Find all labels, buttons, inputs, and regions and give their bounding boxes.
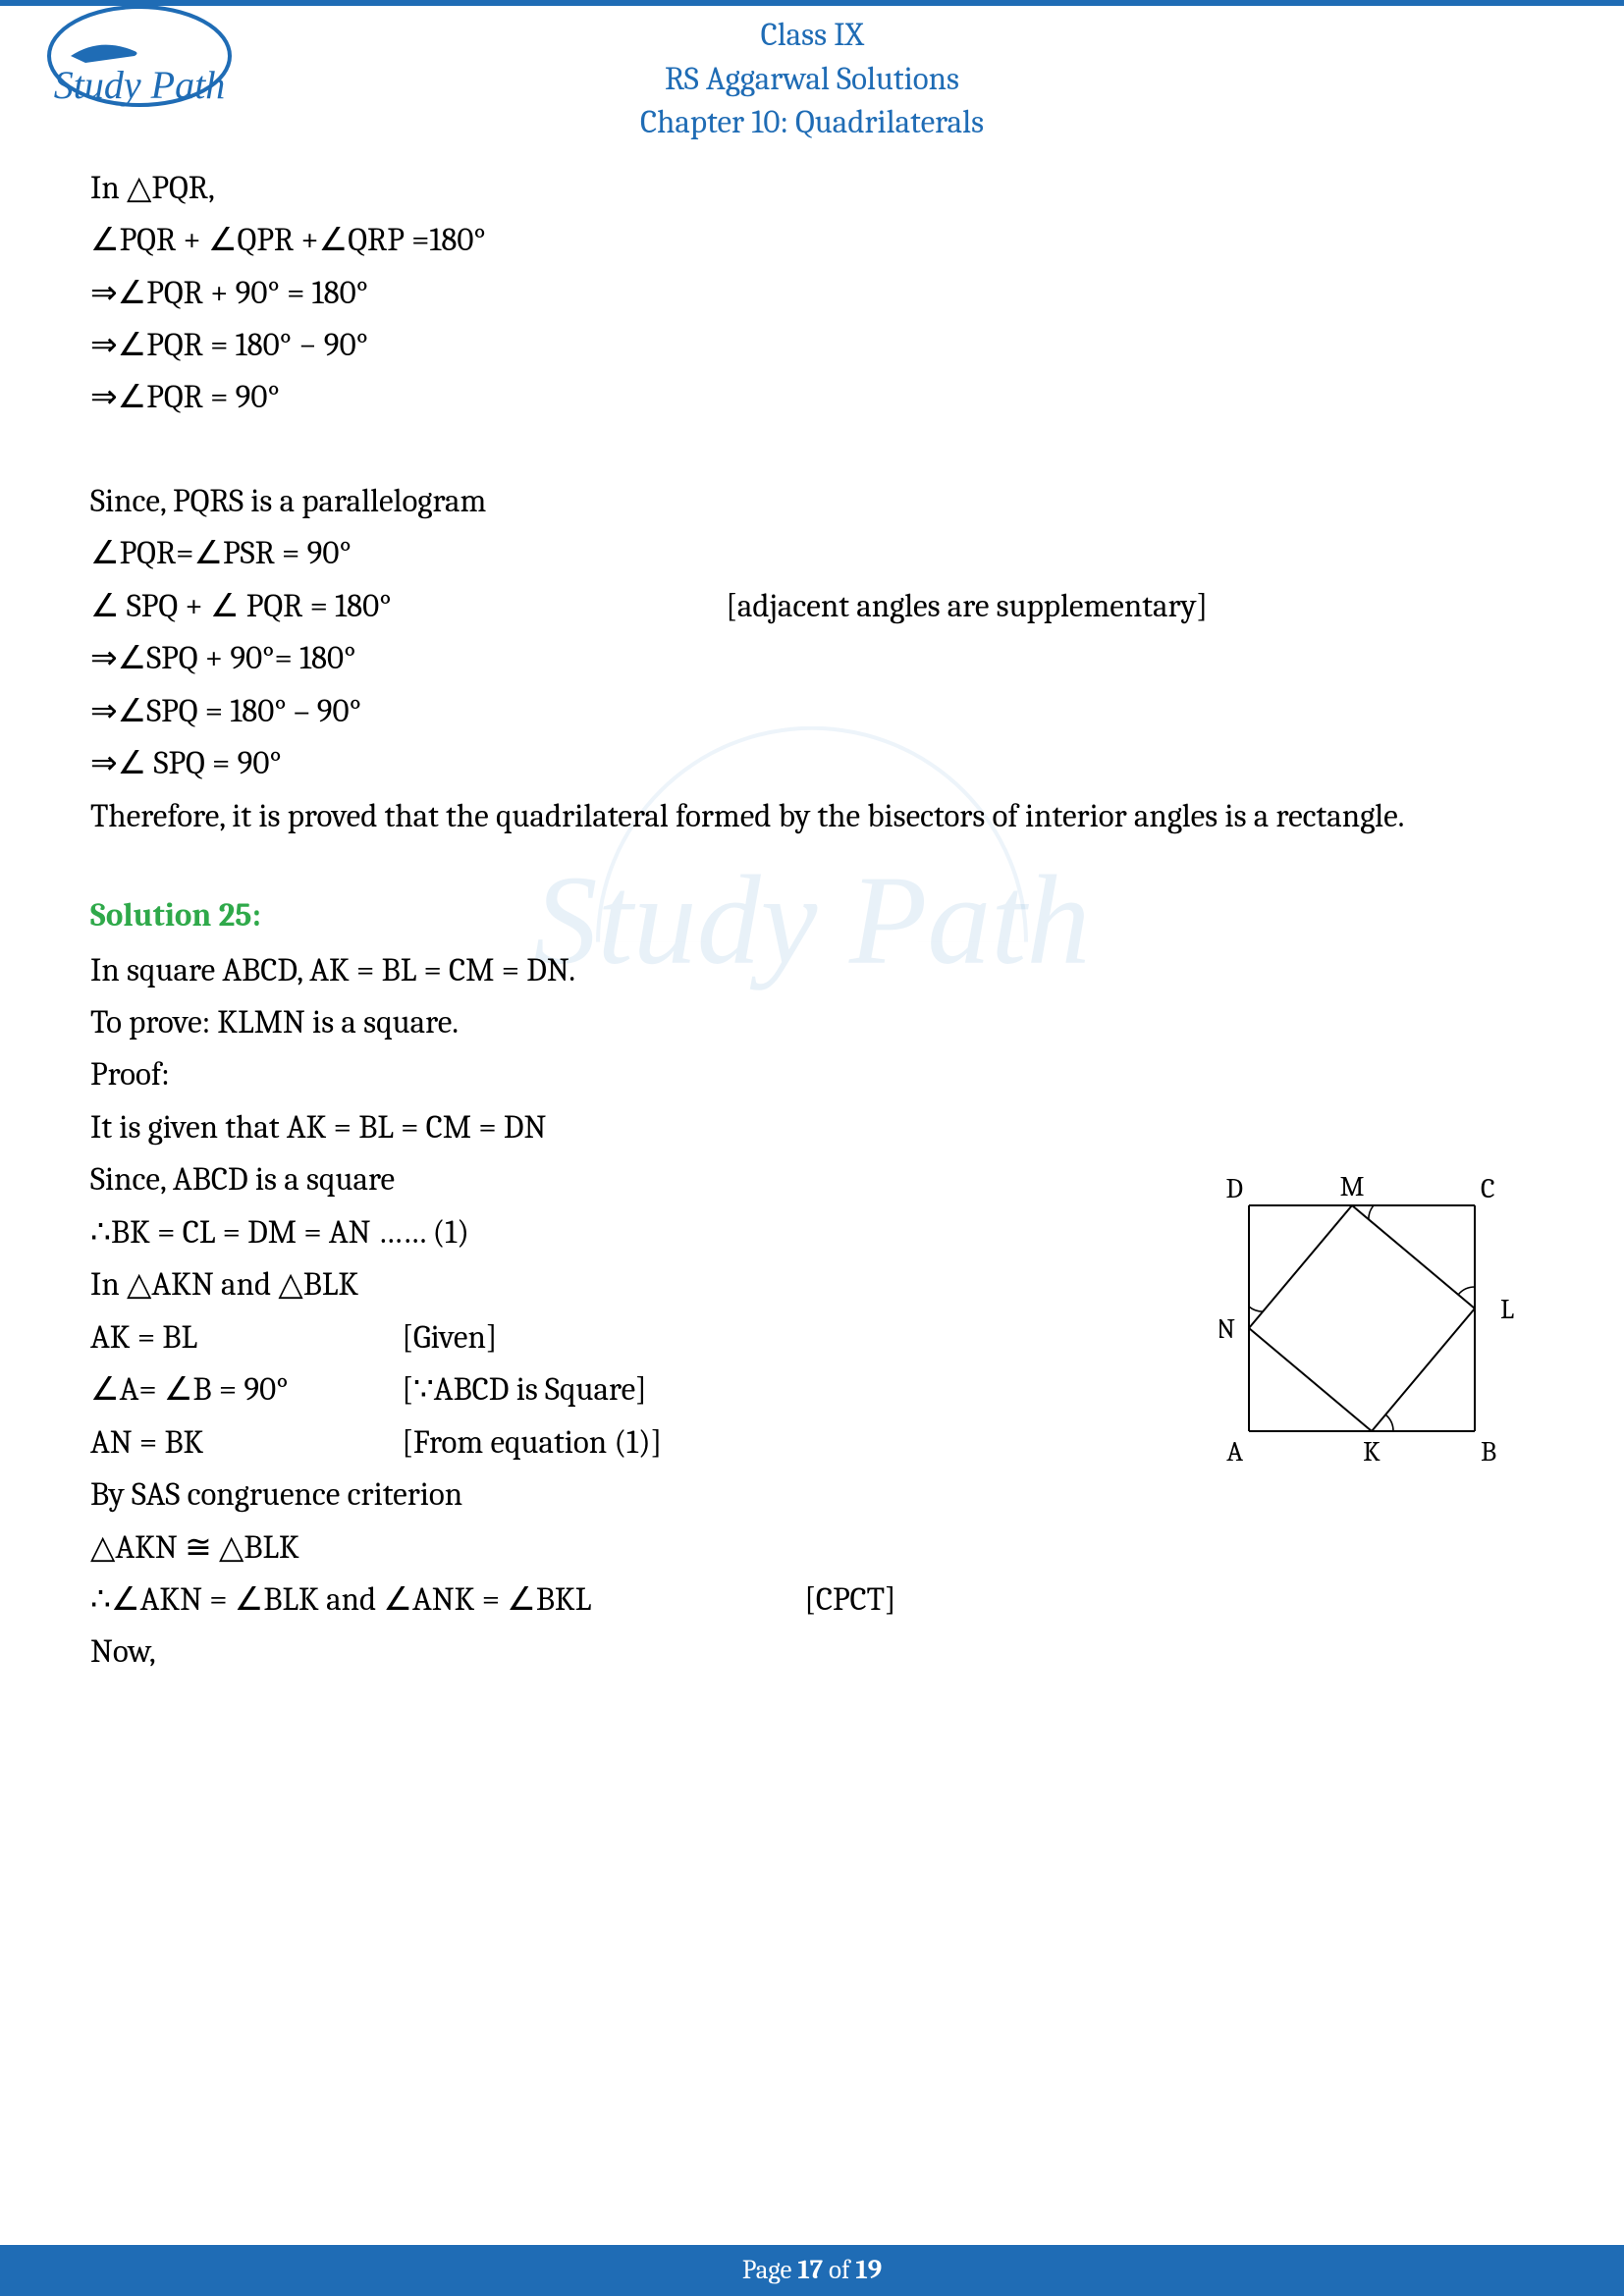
footer-current: 17 [797,2255,823,2285]
body-line: ⇒∠PQR = 90° [90,372,1534,424]
given-row: ∠A= ∠B = 90° [∵ABCD is Square] [90,1364,1534,1416]
sol25-line: ∴BK = CL = DM = AN …… (1) [90,1207,1534,1259]
cpct-right: [CPCT] [804,1581,895,1619]
footer-prefix: Page [742,2255,797,2285]
row-left: AK = BL [90,1312,395,1364]
page-footer: Page 17 of 19 [0,2245,1624,2296]
sol25-line: Since, ABCD is a square [90,1154,1534,1206]
sol25-line: Proof: [90,1049,1534,1101]
header-book: RS Aggarwal Solutions [0,58,1624,102]
row-left: ∠A= ∠B = 90° [90,1364,395,1416]
footer-total: 19 [855,2255,882,2285]
sol25-line: In △AKN and △BLK [90,1259,1534,1311]
cpct-left: ∴∠AKN = ∠BLK and ∠ANK = ∠BKL [90,1575,797,1627]
after-row: △AKN ≅ △BLK [90,1522,1534,1575]
page-content: Study Path In △PQR, ∠PQR + ∠QPR +∠QRP =1… [0,163,1624,1680]
adj-left: ∠ SPQ + ∠ PQR = 180° [90,581,719,633]
logo-text: Study Path [54,63,225,107]
body-line: Since, PQRS is a parallelogram [90,476,1534,528]
body-line: ⇒∠SPQ + 90°= 180° [90,633,1534,685]
row-left: AN = BK [90,1417,395,1469]
body-line: ⇒∠PQR + 90° = 180° [90,268,1534,320]
given-row: AK = BL [Given] [90,1312,1534,1364]
header-chapter: Chapter 10: Quadrilaterals [0,101,1624,145]
body-line: ⇒∠PQR = 180° − 90° [90,320,1534,372]
sol25-line: To prove: KLMN is a square. [90,997,1534,1049]
body-line: ⇒∠SPQ = 180° – 90° [90,686,1534,738]
sol25-line: It is given that AK = BL = CM = DN [90,1102,1534,1154]
body-line: ⇒∠ SPQ = 90° [90,738,1534,790]
row-right: [∵ABCD is Square] [402,1371,646,1409]
adjacent-angles-line: ∠ SPQ + ∠ PQR = 180° [adjacent angles ar… [90,581,1534,633]
sol25-line: In square ABCD, AK = BL = CM = DN. [90,945,1534,997]
header-class: Class IX [0,14,1624,58]
blank-line [90,425,1534,476]
page-header: Study Path Class IX RS Aggarwal Solution… [0,6,1624,163]
solution-25-heading: Solution 25: [90,890,1534,942]
given-row: AN = BK [From equation (1)] [90,1417,1534,1469]
adj-right: [adjacent angles are supplementary] [726,588,1208,625]
body-line: In △PQR, [90,163,1534,215]
footer-of: of [823,2255,855,2285]
after-row: By SAS congruence criterion [90,1469,1534,1522]
now-line: Now, [90,1627,1534,1679]
body-line: ∠PQR=∠PSR = 90° [90,528,1534,580]
cpct-line: ∴∠AKN = ∠BLK and ∠ANK = ∠BKL [CPCT] [90,1575,1534,1627]
study-path-logo: Study Path [41,2,238,124]
body-line: ∠PQR + ∠QPR +∠QRP =180° [90,215,1534,267]
body-conclusion: Therefore, it is proved that the quadril… [90,791,1534,843]
row-right: [From equation (1)] [402,1424,662,1462]
row-right: [Given] [402,1319,497,1357]
